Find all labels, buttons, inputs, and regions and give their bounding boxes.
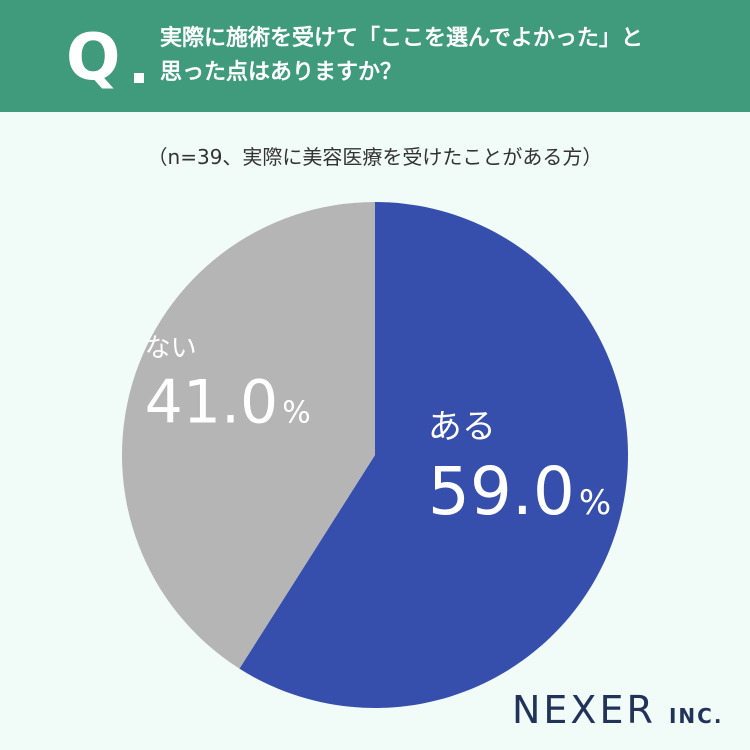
logo-sub: INC. bbox=[668, 704, 724, 728]
question-line-1: 実際に施術を受けて「ここを選んでよかった」と bbox=[160, 26, 643, 51]
pie-slice-no bbox=[121, 202, 375, 669]
q-dot bbox=[134, 73, 144, 83]
sample-note: （n=39、実際に美容医療を受けたことがある方） bbox=[147, 145, 603, 169]
pie-slice-yes bbox=[239, 202, 628, 708]
q-mark: Q bbox=[66, 21, 121, 95]
pie-value-label-no: 41.0% bbox=[145, 367, 311, 437]
question-line-2: 思った点はありますか？ bbox=[160, 60, 403, 85]
question-header: Q 実際に施術を受けて「ここを選んでよかった」と 思った点はありますか？ bbox=[0, 0, 750, 112]
pie-category-label-yes: ある bbox=[428, 407, 496, 447]
pie-value-label-yes: 59.0% bbox=[428, 453, 611, 530]
question-text: 実際に施術を受けて「ここを選んでよかった」と 思った点はありますか？ bbox=[160, 22, 720, 90]
nexer-logo: NEXER INC. bbox=[512, 686, 732, 734]
logo-main: NEXER bbox=[512, 688, 656, 732]
pie-category-label-no: ない bbox=[145, 333, 197, 363]
